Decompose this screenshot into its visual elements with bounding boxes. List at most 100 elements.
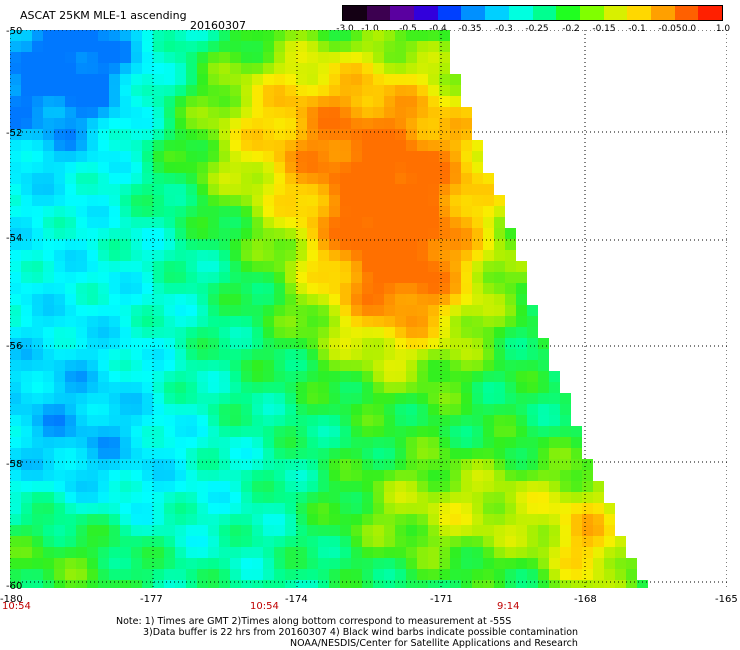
swath-cell [494,327,505,338]
swath-cell [175,217,186,228]
swath-cell [54,459,65,470]
swath-cell [10,393,21,404]
swath-cell [109,503,120,514]
swath-cell [87,426,98,437]
swath-cell [186,327,197,338]
swath-cell [296,228,307,239]
swath-cell [395,327,406,338]
swath-cell [197,217,208,228]
swath-cell [65,338,76,349]
swath-cell [472,580,483,588]
swath-cell [230,327,241,338]
swath-cell [109,525,120,536]
swath-cell [428,514,439,525]
swath-cell [351,536,362,547]
swath-cell [329,217,340,228]
swath-cell [340,85,351,96]
swath-cell [241,195,252,206]
swath-cell [318,448,329,459]
swath-cell [340,283,351,294]
swath-cell [516,503,527,514]
swath-cell [362,338,373,349]
swath-cell [32,41,43,52]
swath-cell [406,129,417,140]
swath-cell [120,261,131,272]
swath-cell [230,459,241,470]
swath-cell [219,393,230,404]
swath-cell [109,481,120,492]
swath-cell [120,162,131,173]
swath-cell [428,536,439,547]
swath-cell [428,30,439,41]
swath-cell [329,437,340,448]
swath-cell [406,437,417,448]
swath-cell [54,283,65,294]
swath-cell [263,261,274,272]
swath-cell [54,470,65,481]
swath-cell [186,30,197,41]
swath-cell [263,294,274,305]
swath-cell [175,503,186,514]
swath-cell [329,129,340,140]
swath-cell [351,195,362,206]
swath-cell [142,239,153,250]
swath-cell [329,107,340,118]
swath-cell [373,360,384,371]
swath-cell [87,96,98,107]
swath-cell [208,195,219,206]
swath-cell [417,294,428,305]
swath-cell [439,514,450,525]
swath-cell [241,503,252,514]
swath-cell [406,393,417,404]
swath-cell [461,415,472,426]
swath-cell [505,393,516,404]
swath-cell [98,261,109,272]
swath-cell [274,426,285,437]
swath-cell [164,173,175,184]
swath-cell [296,217,307,228]
swath-cell [340,228,351,239]
swath-cell [549,371,560,382]
swath-cell [186,393,197,404]
swath-cell [428,558,439,569]
swath-cell [76,580,87,588]
swath-cell [549,492,560,503]
swath-cell [208,525,219,536]
swath-cell [395,393,406,404]
swath-cell [197,74,208,85]
swath-cell [439,448,450,459]
swath-cell [153,30,164,41]
swath-cell [197,294,208,305]
swath-cell [384,338,395,349]
swath-cell [241,118,252,129]
swath-cell [87,547,98,558]
swath-cell [230,239,241,250]
swath-cell [626,558,637,569]
swath-cell [219,569,230,580]
swath-cell [131,217,142,228]
swath-cell [43,195,54,206]
swath-cell [241,283,252,294]
swath-cell [417,30,428,41]
swath-cell [120,250,131,261]
swath-cell [32,96,43,107]
swath-cell [219,547,230,558]
swath-cell [318,96,329,107]
swath-cell [76,96,87,107]
swath-cell [252,558,263,569]
swath-cell [131,140,142,151]
swath-cell [54,250,65,261]
swath-cell [10,569,21,580]
swath-cell [10,162,21,173]
swath-cell [406,415,417,426]
swath-cell [373,305,384,316]
swath-cell [450,250,461,261]
swath-cell [164,217,175,228]
swath-cell [373,85,384,96]
swath-cell [285,151,296,162]
swath-cell [516,448,527,459]
swath-cell [153,437,164,448]
swath-cell [505,503,516,514]
swath-cell [186,481,197,492]
swath-cell [274,74,285,85]
